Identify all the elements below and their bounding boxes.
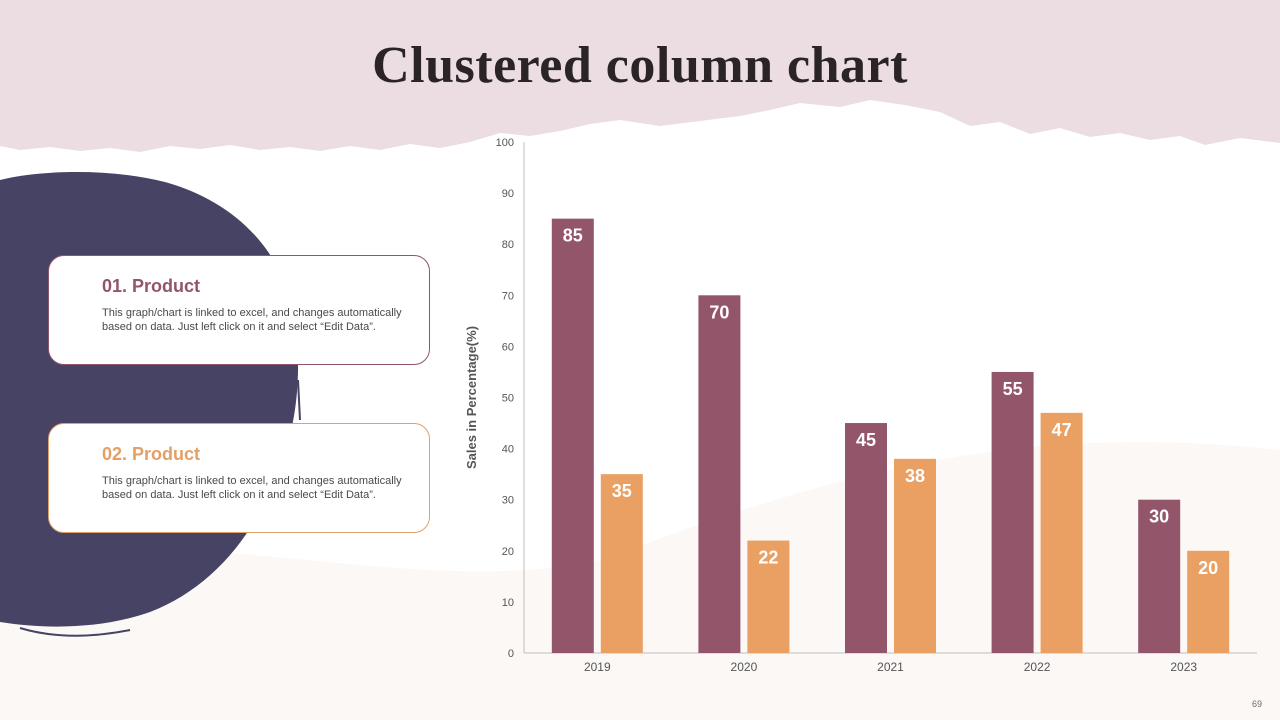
bar-series-2: [1187, 550, 1230, 653]
product-card-description: This graph/chart is linked to excel, and…: [102, 475, 402, 501]
bar-data-label: 30: [1149, 507, 1169, 527]
x-tick-label: 2019: [584, 660, 611, 674]
bar-series-1: [991, 371, 1034, 653]
bar-series-2: [1040, 412, 1083, 653]
y-tick-label: 30: [502, 495, 514, 507]
bar-series-2: [600, 474, 643, 653]
product-card-2: 02. Product This graph/chart is linked t…: [48, 423, 430, 533]
bar-data-label: 85: [563, 226, 583, 246]
page-number: 69: [1251, 699, 1262, 709]
product-card-title: 01. Product: [102, 276, 201, 296]
x-tick-label: 2022: [1024, 660, 1051, 674]
y-tick-label: 20: [502, 546, 514, 558]
y-axis-title: Sales in Percentage(%): [464, 326, 479, 469]
header-band: [0, 0, 1280, 152]
brush-stroke: [297, 379, 301, 421]
brush-stroke: [169, 184, 254, 242]
y-tick-label: 0: [508, 648, 514, 660]
y-tick-label: 80: [502, 239, 514, 251]
product-card-description: This graph/chart is linked to excel, and…: [102, 307, 402, 333]
brush-stroke: [239, 225, 263, 257]
brush-stroke: [19, 627, 131, 637]
x-tick-label: 2021: [877, 660, 904, 674]
bar-data-label: 47: [1052, 420, 1072, 440]
y-tick-label: 70: [502, 290, 514, 302]
y-tick-label: 60: [502, 341, 514, 353]
y-tick-label: 10: [502, 597, 514, 609]
bar-series-1: [551, 218, 594, 653]
bar-data-label: 70: [709, 302, 729, 322]
bar-data-label: 45: [856, 430, 876, 450]
bar-series-1: [845, 423, 887, 653]
slide-title: Clustered column chart: [372, 37, 908, 94]
bar-data-label: 55: [1003, 379, 1023, 399]
bar-data-label: 35: [612, 481, 632, 501]
y-tick-label: 40: [502, 444, 514, 456]
y-tick-label: 90: [502, 188, 514, 200]
bar-data-label: 22: [758, 548, 778, 568]
bar-series-1: [698, 295, 741, 653]
bar-series-2: [894, 458, 936, 653]
y-tick-label: 50: [502, 393, 514, 405]
bar-series-1: [1138, 499, 1181, 653]
bar-series-2: [747, 540, 790, 653]
y-tick-label: 100: [496, 137, 514, 149]
bar-data-label: 20: [1198, 558, 1218, 578]
x-tick-label: 2023: [1170, 660, 1197, 674]
product-card-1: 01. Product This graph/chart is linked t…: [48, 255, 430, 365]
product-card-title: 02. Product: [102, 444, 201, 464]
x-tick-label: 2020: [731, 660, 758, 674]
bar-data-label: 38: [905, 466, 925, 486]
